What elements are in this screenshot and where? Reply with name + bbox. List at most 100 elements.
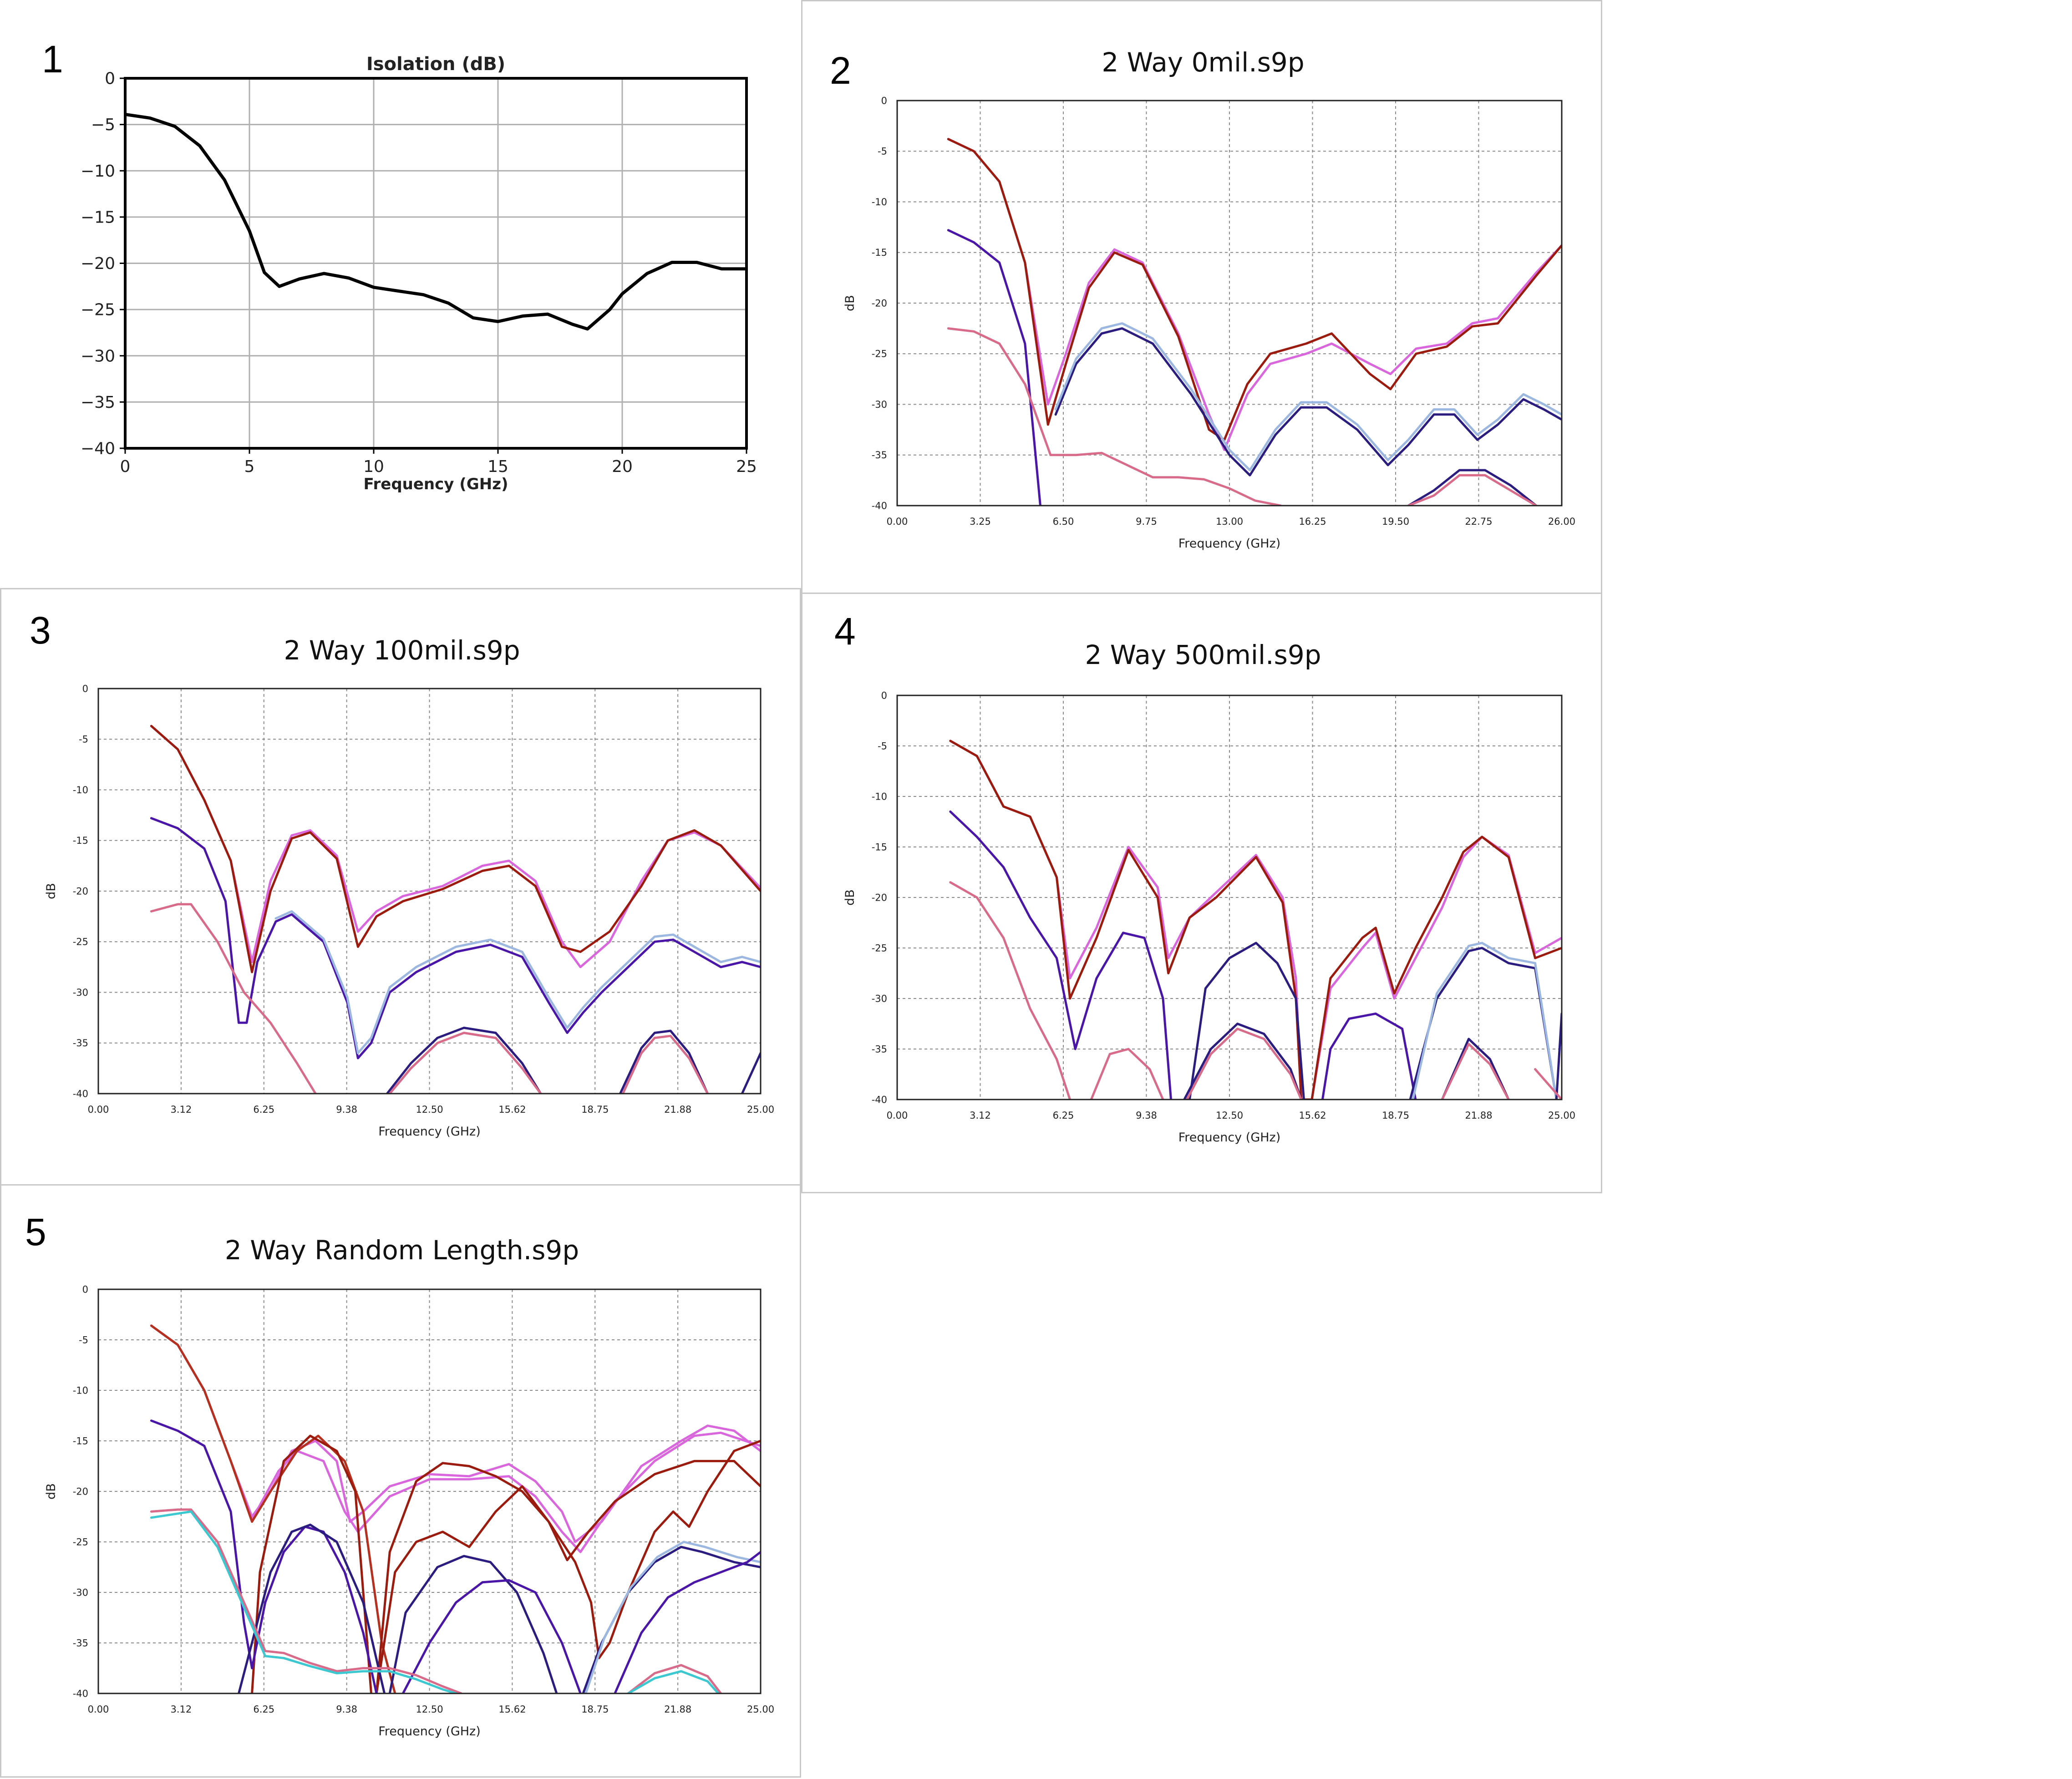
x-tick-label: 9.75 [1136, 516, 1157, 527]
panel-number: 5 [25, 1211, 46, 1253]
y-tick-label: -5 [878, 146, 887, 157]
series-line [150, 725, 761, 968]
series-line [1407, 474, 1538, 506]
series-line [388, 1555, 558, 1693]
y-tick-label: -5 [79, 734, 88, 745]
series-line [947, 138, 1562, 441]
x-tick-label: 15 [488, 457, 508, 476]
x-tick-label: 3.12 [170, 1704, 192, 1715]
series-line [621, 1034, 709, 1094]
x-tick-label: 18.75 [581, 1704, 609, 1715]
y-tick-label: 0 [105, 70, 115, 88]
x-tick-label: 13.00 [1216, 516, 1243, 527]
x-tick-label: 16.25 [1299, 516, 1326, 527]
x-tick-label: 21.88 [664, 1104, 691, 1115]
x-tick-label: 9.38 [336, 1704, 357, 1715]
x-axis-label: Frequency (GHz) [1178, 1130, 1281, 1145]
series-line [584, 1541, 761, 1693]
plot-frame [896, 694, 1563, 1100]
y-tick-label: -20 [73, 1486, 88, 1497]
x-axis-label: Frequency (GHz) [1178, 537, 1281, 551]
series-line [1555, 1012, 1562, 1100]
series-line [238, 1523, 386, 1693]
y-tick-label: -35 [73, 1038, 88, 1049]
x-tick-label: 21.88 [1465, 1110, 1492, 1121]
y-tick-label: -35 [73, 1637, 88, 1648]
y-tick-label: -20 [872, 892, 887, 903]
panel-number: 2 [830, 49, 851, 92]
y-tick-label: -40 [73, 1088, 88, 1099]
plot-frame [97, 688, 762, 1095]
y-tick-label: -25 [73, 937, 88, 948]
y-tick-label: -30 [73, 1587, 88, 1598]
x-tick-label: 22.75 [1465, 516, 1492, 527]
y-tick-label: −5 [91, 116, 115, 134]
chart-title: Isolation (dB) [366, 54, 505, 75]
y-axis-label: dB [843, 295, 857, 311]
x-axis-label: Frequency (GHz) [363, 475, 508, 493]
series-line [947, 138, 1562, 451]
x-tick-label: 25.00 [1548, 1110, 1575, 1121]
series-line [375, 1460, 761, 1693]
series-line [619, 1029, 709, 1094]
x-tick-label: 19.50 [1382, 516, 1409, 527]
y-tick-label: -40 [73, 1688, 88, 1699]
chart-title: 2 Way 100mil.s9p [284, 635, 520, 666]
y-tick-label: -25 [73, 1536, 88, 1547]
y-tick-label: -25 [872, 349, 887, 360]
x-tick-label: 0.00 [88, 1104, 109, 1115]
x-tick-label: 3.12 [970, 1110, 991, 1121]
series-line [125, 112, 747, 331]
y-tick-label: −35 [81, 393, 115, 412]
series-line [1321, 1012, 1417, 1100]
x-axis-label: Frequency (GHz) [378, 1125, 481, 1139]
series-line [1054, 327, 1562, 476]
series-line [150, 1419, 378, 1693]
series-line [949, 881, 1072, 1100]
x-tick-label: 10 [363, 457, 384, 476]
x-tick-label: 18.75 [1382, 1110, 1409, 1121]
y-tick-label: −15 [81, 208, 115, 227]
y-tick-label: −40 [81, 440, 115, 458]
x-tick-label: 12.50 [1216, 1110, 1243, 1121]
y-tick-label: −10 [81, 162, 115, 181]
y-tick-label: -10 [872, 791, 887, 802]
series-line [1409, 947, 1558, 1100]
x-tick-label: 21.88 [664, 1704, 691, 1715]
series-line [150, 1324, 396, 1693]
chart-panel-3: 3 2 Way 100mil.s9p 0.00 3.12 6.25 9.38 12.50… [0, 588, 801, 1186]
series-line [949, 810, 1172, 1100]
y-tick-label: -10 [73, 1385, 88, 1396]
panel-number: 1 [42, 38, 63, 81]
series-line [1054, 322, 1562, 471]
series-line [1441, 1043, 1510, 1100]
chart-title: 2 Way 500mil.s9p [1085, 639, 1321, 670]
x-tick-label: 26.00 [1548, 516, 1575, 527]
y-tick-label: -30 [872, 993, 887, 1004]
y-tick-label: -15 [73, 1435, 88, 1446]
series-line [1090, 1048, 1164, 1100]
x-tick-label: 15.62 [1299, 1110, 1326, 1121]
series-line [949, 740, 1562, 1100]
series-line [388, 1032, 542, 1094]
series-line [386, 1026, 542, 1094]
y-tick-label: -10 [73, 785, 88, 796]
x-tick-label: 25.00 [747, 1104, 774, 1115]
y-tick-label: −30 [81, 347, 115, 365]
x-tick-label: 6.25 [1053, 1110, 1074, 1121]
x-tick-label: 6.50 [1053, 516, 1074, 527]
panel-number: 4 [834, 610, 856, 653]
series-line [274, 910, 761, 1054]
y-tick-label: -35 [872, 1044, 887, 1054]
chart-panel-1: 1 0 5 10 15 20 25 0 −5 −10 −15 −20 −25 −30 −35 −40 Freq… [0, 0, 801, 587]
x-tick-label: 6.25 [253, 1704, 274, 1715]
series-line [150, 1324, 761, 1543]
s9p-chart-500mil: 0.00 3.12 6.25 9.38 12.50 15.62 18.75 21.88 25.0… [843, 690, 1575, 1145]
x-tick-label: 0.00 [88, 1704, 109, 1715]
y-tick-label: -5 [878, 740, 887, 751]
x-tick-label: 3.25 [970, 516, 991, 527]
series-line [251, 1434, 372, 1693]
series-line [582, 1546, 761, 1693]
x-tick-label: 12.50 [416, 1104, 443, 1115]
y-tick-label: -15 [872, 247, 887, 258]
